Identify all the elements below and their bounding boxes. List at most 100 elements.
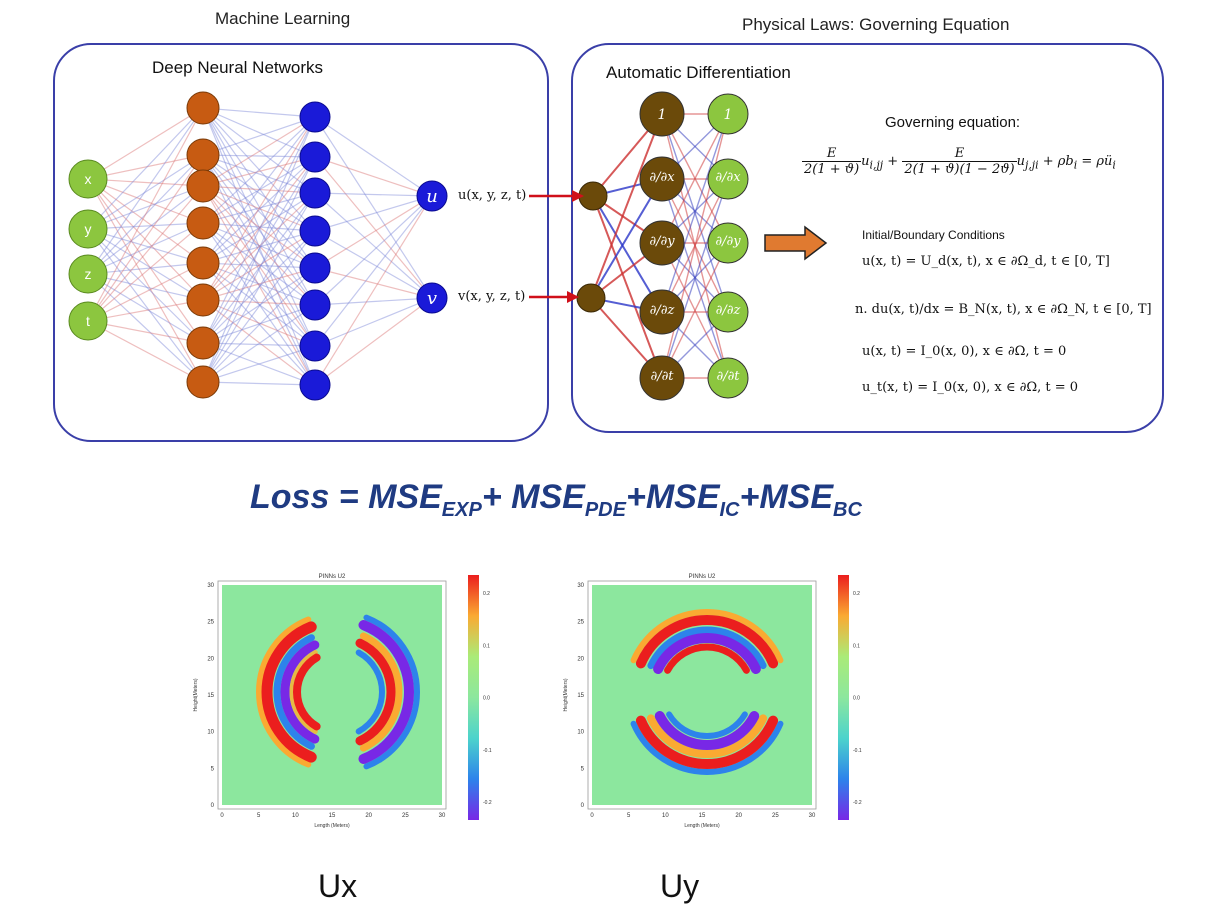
output-node	[416, 180, 448, 212]
input-node-label: z	[85, 266, 92, 282]
x-tick: 0	[220, 813, 224, 819]
network-edges	[87, 107, 729, 386]
conditions-title: Initial/Boundary Conditions	[862, 228, 1005, 242]
operator-label: 1	[724, 107, 733, 123]
y-tick: 20	[207, 656, 214, 662]
y-tick: 20	[577, 656, 584, 662]
y-axis-label: Height(Meters)	[563, 678, 569, 711]
loss-equation: Loss = MSEEXP+ MSEPDE+MSEIC+MSEBC	[250, 478, 862, 521]
plot-title: PINNs U2	[689, 574, 716, 580]
output-node-symbol: u	[426, 186, 438, 207]
y-tick: 10	[577, 730, 584, 736]
loss-term-exp: MSEEXP	[368, 478, 482, 521]
hidden-node-layer2	[299, 289, 331, 321]
output-v-label: v(x, y, z, t)	[458, 289, 526, 304]
x-tick: 5	[257, 813, 261, 819]
hidden-node-layer1	[186, 365, 220, 399]
operator-label: ∂/∂t	[716, 369, 740, 384]
y-tick: 0	[581, 803, 585, 809]
hidden-node-layer1	[186, 326, 220, 360]
operator-node	[707, 357, 749, 399]
y-tick: 15	[207, 693, 214, 699]
plot-uy: PINNs U2 0 5 10 15 20 25 30 30 25 20 15 10 5 0 Length (…	[555, 565, 875, 845]
colorbar-tick: 0.2	[483, 591, 490, 597]
caption-ux: Ux	[318, 868, 358, 904]
y-tick: 0	[211, 803, 215, 809]
plot-ux: PINNs U2 0 5 10 15 20 25 30 30 25 20 15 10 5 0 Length (…	[185, 565, 505, 845]
colorbar-tick: 0.2	[853, 591, 860, 597]
colorbar-tick: -0.1	[483, 748, 492, 754]
input-node	[68, 159, 108, 199]
x-tick: 15	[329, 813, 336, 819]
x-tick: 30	[809, 813, 816, 819]
caption-uy: Uy	[660, 868, 700, 904]
plot-title: PINNs U2	[319, 574, 346, 580]
operator-label: ∂/∂y	[715, 234, 741, 249]
condition-1: u(x, t) = U_d(x, t), x ∈ ∂Ω_d, t ∈ [0, T…	[862, 254, 1110, 269]
hidden-node-layer2	[299, 101, 331, 133]
hidden-node-layer2	[299, 141, 331, 173]
x-tick: 10	[662, 813, 669, 819]
operator-label: ∂/∂y	[649, 234, 675, 249]
operator-label: ∂/∂x	[715, 170, 741, 185]
ad-input-node	[576, 283, 606, 313]
operator-label: ∂/∂z	[650, 303, 675, 318]
x-tick: 20	[365, 813, 372, 819]
hidden-node-layer2	[299, 330, 331, 362]
hidden-node-layer1	[186, 91, 220, 125]
hidden-node-layer1	[186, 169, 220, 203]
colorbar	[838, 575, 849, 820]
hidden-node-layer1	[186, 283, 220, 317]
hidden-node-layer2	[299, 252, 331, 284]
operator-node	[707, 93, 749, 135]
output-node	[416, 282, 448, 314]
x-tick: 5	[627, 813, 631, 819]
network-nodes: x y z t u v 1 1 ∂/∂x ∂/∂x ∂/∂y ∂/∂y ∂/∂z ∂/∂z ∂/∂t ∂/∂t	[68, 91, 749, 401]
x-tick: 10	[292, 813, 299, 819]
output-to-ad-arrows	[529, 190, 584, 303]
colorbar-tick: 0.1	[853, 643, 860, 649]
hidden-node-layer2	[299, 215, 331, 247]
hidden-node-layer1	[186, 138, 220, 172]
colorbar-tick: 0.1	[483, 643, 490, 649]
operator-node	[639, 220, 685, 266]
condition-3: u(x, t) = I_0(x, 0), x ∈ ∂Ω, t = 0	[862, 344, 1067, 359]
x-tick: 30	[439, 813, 446, 819]
colorbar-tick: -0.2	[483, 800, 492, 806]
y-tick: 15	[577, 693, 584, 699]
operator-label: ∂/∂z	[716, 303, 741, 318]
y-tick: 25	[577, 620, 584, 626]
governing-equation: E 2(1 + ϑ) ui,jj + E 2(1 + ϑ)(1 − 2ϑ) uj,ji …	[802, 146, 1116, 177]
neural-network-title: Deep Neural Networks	[152, 58, 324, 77]
operator-label: 1	[658, 107, 667, 123]
y-tick: 25	[207, 620, 214, 626]
y-tick: 30	[577, 583, 584, 589]
x-tick: 25	[402, 813, 409, 819]
condition-4: u_t(x, t) = I_0(x, 0), x ∈ ∂Ω, t = 0	[862, 380, 1079, 395]
machine-learning-header: Machine Learning	[215, 9, 351, 28]
y-tick: 10	[207, 730, 214, 736]
operator-label: ∂/∂t	[650, 369, 674, 384]
hidden-node-layer1	[186, 206, 220, 240]
governing-title: Governing equation:	[885, 114, 1021, 131]
operator-node	[639, 355, 685, 401]
y-axis-label: Height(Meters)	[193, 678, 199, 711]
colorbar-tick: 0.0	[853, 696, 860, 702]
network-diagram: x y z t u v 1 1 ∂/∂x ∂/∂x ∂/∂y ∂/∂y ∂/∂z ∂/∂z ∂/∂t ∂/∂t	[68, 91, 828, 401]
condition-2: n. du(x, t)/dx = B_N(x, t), x ∈ ∂Ω_N, t …	[855, 302, 1152, 317]
operator-node	[639, 289, 685, 335]
input-node	[68, 254, 108, 294]
hidden-node-layer2	[299, 369, 331, 401]
x-tick: 20	[735, 813, 742, 819]
y-tick: 5	[581, 766, 585, 772]
colorbar-tick: 0.0	[483, 696, 490, 702]
output-u-label: u(x, y, z, t)	[458, 188, 527, 203]
autodiff-title: Automatic Differentiation	[606, 63, 791, 82]
operator-node	[639, 156, 685, 202]
x-tick: 15	[699, 813, 706, 819]
colorbar-tick: -0.2	[853, 800, 862, 806]
x-tick: 25	[772, 813, 779, 819]
operator-label: ∂/∂x	[649, 170, 675, 185]
output-node-symbol: v	[427, 288, 437, 309]
operator-node	[707, 222, 749, 264]
